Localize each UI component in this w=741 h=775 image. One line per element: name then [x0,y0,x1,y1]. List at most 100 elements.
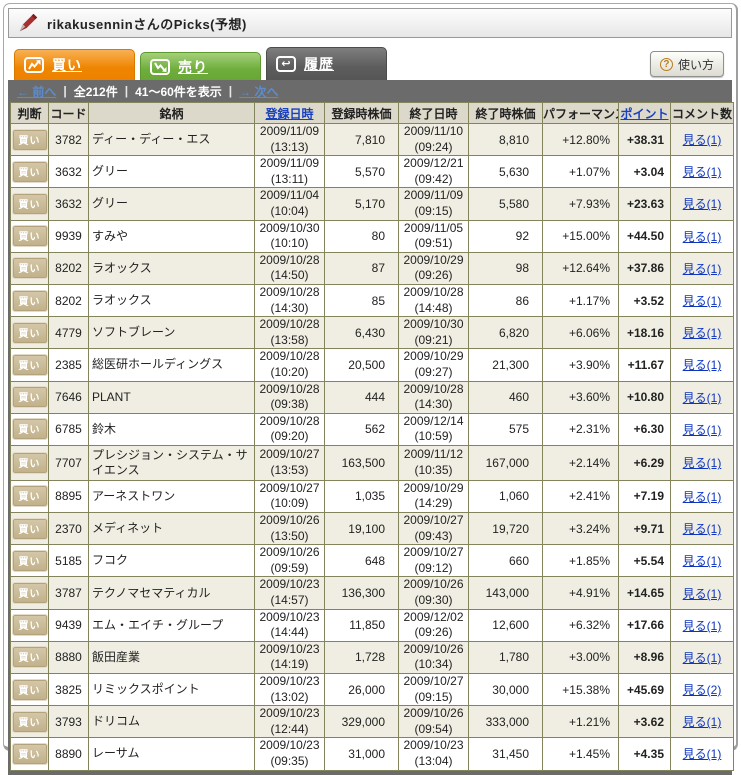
table-row: 買い 3793 ドリコム 2009/10/23 (12:44) 329,000 2009/1… [10,705,734,739]
tab-buy[interactable]: 買い [14,49,135,80]
points-cell: +14.65 [618,576,671,610]
view-comments-link[interactable]: 見る(1) [682,747,722,762]
view-comments-link[interactable]: 見る(1) [682,456,722,471]
view-comments-link[interactable]: 見る(1) [682,261,722,276]
view-comments-link[interactable]: 見る(1) [682,294,722,309]
view-comments-link[interactable]: 見る(1) [682,390,722,405]
range-display: 41〜60件を表示 [135,84,222,99]
sort-link-points[interactable]: ポイント [620,106,669,121]
column-header-code: コード [48,102,89,124]
end-datetime-cell: 2009/10/26 (09:30) [398,576,469,610]
tab-sell[interactable]: 売り [140,52,261,80]
points-cell: +3.04 [618,155,671,189]
points-cell: +3.52 [618,283,671,318]
end-datetime-cell: 2009/12/21 (09:42) [398,155,469,189]
view-comments-link[interactable]: 見る(1) [682,586,722,601]
points-cell: +9.71 [618,512,671,546]
prev-page-link[interactable]: ← 前へ [17,84,57,99]
registration-datetime-cell: 2009/10/23 (14:19) [254,640,325,675]
performance-cell: +3.24% [542,512,619,546]
points-cell: +37.86 [618,251,671,285]
points-cell: +18.16 [618,316,671,350]
table-row: 買い 8895 アーネストワン 2009/10/27 (10:09) 1,035 2009/… [10,479,734,514]
column-header-reg-datetime[interactable]: 登録日時 [254,102,325,124]
points-cell: +38.31 [618,122,671,157]
stock-name-cell: ディー・ディー・エス [88,122,255,157]
next-page-link[interactable]: → 次へ [239,84,279,99]
end-price-cell: 31,450 [468,737,543,771]
view-comments-link[interactable]: 見る(1) [682,618,722,633]
registration-datetime-cell: 2009/10/27 (10:09) [254,479,325,514]
stock-code-cell: 8880 [48,640,89,675]
view-comments-link[interactable]: 見る(1) [682,522,722,537]
end-price-cell: 98 [468,251,543,285]
end-datetime-cell: 2009/12/14 (10:59) [398,412,469,446]
end-price-cell: 92 [468,219,543,253]
stock-name-cell: 飯田産業 [88,640,255,675]
return-arrow-icon: ↩ [276,56,296,72]
column-header-points[interactable]: ポイント [618,102,671,124]
comments-cell: 見る(1) [670,512,734,546]
view-comments-link[interactable]: 見る(2) [682,683,722,698]
end-price-cell: 1,060 [468,479,543,514]
stock-code-cell: 8890 [48,737,89,771]
judgment-cell: 買い [10,122,49,157]
view-comments-link[interactable]: 見る(1) [682,229,722,244]
stock-name-cell: リミックスポイント [88,672,255,707]
performance-cell: +2.31% [542,412,619,446]
zigzag-up-icon [24,57,44,73]
view-comments-link[interactable]: 見る(1) [682,650,722,665]
view-comments-link[interactable]: 見る(1) [682,715,722,730]
judgment-cell: 買い [10,737,49,771]
stock-name-cell: アーネストワン [88,479,255,514]
view-comments-link[interactable]: 見る(1) [682,422,722,437]
registration-price-cell: 163,500 [324,444,399,481]
performance-cell: +1.17% [542,283,619,318]
table-row: 買い 7646 PLANT 2009/10/28 (09:38) 444 2009/10/2… [10,380,734,414]
points-cell: +5.54 [618,544,671,578]
performance-cell: +4.91% [542,576,619,610]
comments-cell: 見る(1) [670,640,734,675]
question-icon: ? [659,57,673,71]
end-price-cell: 12,600 [468,608,543,642]
performance-cell: +2.41% [542,479,619,514]
view-comments-link[interactable]: 見る(1) [682,554,722,569]
end-datetime-cell: 2009/10/27 (09:43) [398,512,469,546]
registration-price-cell: 5,570 [324,155,399,189]
registration-price-cell: 136,300 [324,576,399,610]
view-comments-link[interactable]: 見る(1) [682,197,722,212]
registration-datetime-cell: 2009/10/26 (13:50) [254,512,325,546]
registration-datetime-cell: 2009/10/28 (09:20) [254,412,325,446]
judgment-cell: 買い [10,479,49,514]
points-cell: +44.50 [618,219,671,253]
registration-price-cell: 329,000 [324,705,399,739]
registration-datetime-cell: 2009/10/23 (14:57) [254,576,325,610]
stock-name-cell: ソフトブレーン [88,316,255,350]
sort-link-reg-datetime[interactable]: 登録日時 [265,106,314,121]
points-cell: +17.66 [618,608,671,642]
stock-name-cell: メディネット [88,512,255,546]
end-datetime-cell: 2009/10/26 (09:54) [398,705,469,739]
table-row: 買い 9939 すみや 2009/10/30 (10:10) 80 2009/11/05 (0… [10,219,734,253]
content-panel: ← 前へ | 全212件 | 41〜60件を表示 | → 次へ 判断 コード 銘柄登… [8,80,734,775]
picks-table-body: 買い 3782 ディー・ディー・エス 2009/11/09 (13:13) 7,810 20… [10,122,734,771]
view-comments-link[interactable]: 見る(1) [682,165,722,180]
stock-name-cell: ラオックス [88,283,255,318]
view-comments-link[interactable]: 見る(1) [682,358,722,373]
stock-name-cell: 総医研ホールディングス [88,348,255,382]
comments-cell: 見る(1) [670,444,734,481]
pagination-bar: ← 前へ | 全212件 | 41〜60件を表示 | → 次へ [10,80,730,102]
end-datetime-cell: 2009/10/28 (14:30) [398,380,469,414]
help-button[interactable]: ? 使い方 [650,51,724,77]
end-datetime-cell: 2009/11/12 (10:35) [398,444,469,481]
judgment-cell: 買い [10,412,49,446]
view-comments-link[interactable]: 見る(1) [682,489,722,504]
points-cell: +8.96 [618,640,671,675]
points-cell: +6.29 [618,444,671,481]
view-comments-link[interactable]: 見る(1) [682,326,722,341]
table-row: 買い 3632 グリー 2009/11/04 (10:04) 5,170 2009/11/0… [10,187,734,221]
points-cell: +7.19 [618,479,671,514]
tab-history[interactable]: ↩ 履歴 [266,47,387,80]
registration-price-cell: 6,430 [324,316,399,350]
view-comments-link[interactable]: 見る(1) [682,133,722,148]
